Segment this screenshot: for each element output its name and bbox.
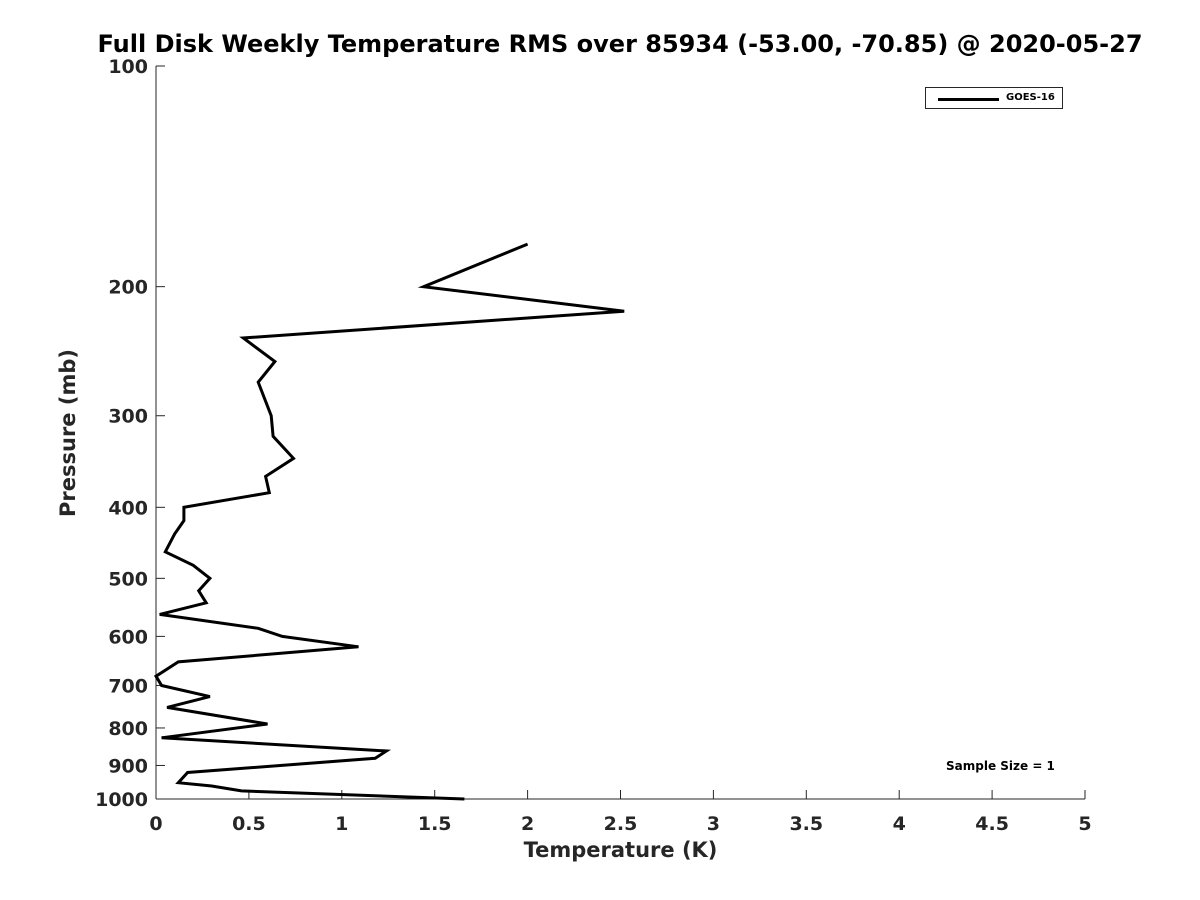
y-tick-label: 800 [108,718,148,740]
series-line-goes-16 [153,242,625,801]
y-tick-label: 100 [108,56,148,78]
x-tick-label: 4.5 [975,813,1009,835]
series-lines [153,242,625,801]
x-tick-label: 5 [1078,813,1091,835]
plot-axes [155,66,1085,800]
x-tick-label: 1 [335,813,348,835]
legend: GOES-16 [925,87,1063,109]
x-tick-label: 3.5 [789,813,823,835]
x-tick-label: 0 [149,813,162,835]
y-tick-label: 300 [108,406,148,428]
sample-size-annotation: Sample Size = 1 [946,759,1055,773]
x-tick-label: 3 [707,813,720,835]
x-tick-label: 1.5 [418,813,452,835]
x-tick-label: 2 [521,813,534,835]
y-tick-label: 500 [108,568,148,590]
legend-label-goes-16: GOES-16 [1006,92,1055,103]
x-tick-label: 2.5 [604,813,638,835]
y-tick-label: 1000 [95,789,148,811]
y-tick-label: 400 [108,497,148,519]
y-tick-label: 200 [108,277,148,299]
x-tick-label: 0.5 [232,813,266,835]
y-tick-label: 600 [108,626,148,648]
tick-marks: 0 0.5 1 1.5 2 2.5 3 3.5 4 4.5 5 100 200 300 400 500 600 7… [95,56,1092,835]
y-tick-label: 900 [108,755,148,777]
y-axis-label: Pressure (mb) [56,349,80,517]
chart-title: Full Disk Weekly Temperature RMS over 85… [97,30,1143,58]
x-axis-label: Temperature (K) [523,838,718,862]
legend-swatch-goes-16 [938,98,999,101]
x-tick-label: 4 [893,813,906,835]
y-tick-label: 700 [108,675,148,697]
